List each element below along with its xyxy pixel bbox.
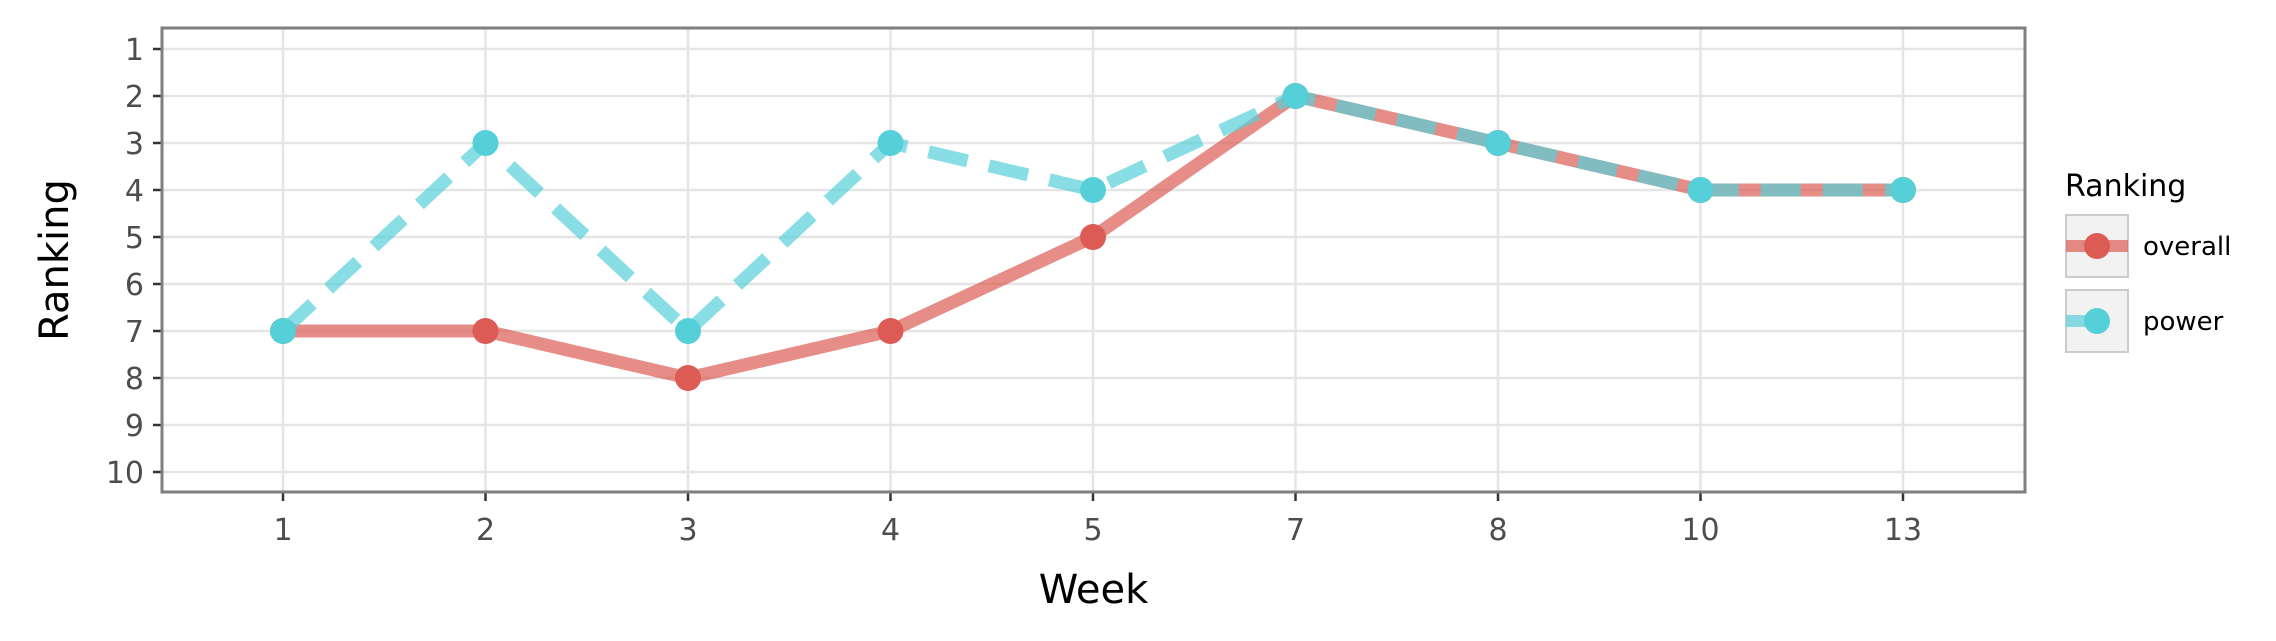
legend-item-power: power [2065,289,2224,353]
data-point-power [1485,130,1511,156]
y-tick-label: 9 [125,409,144,444]
data-point-power [1687,177,1714,203]
x-axis-title: Week [1039,567,1149,613]
y-axis-title: Ranking [32,179,78,341]
y-tick-label: 5 [125,221,144,256]
x-tick-label: 1 [273,513,292,548]
y-tick-label: 1 [125,33,144,68]
y-tick-label: 6 [125,268,144,303]
legend-title: Ranking [2065,169,2186,204]
data-point-power [675,318,701,344]
x-tick-label: 4 [881,513,900,548]
data-point-power [1080,177,1106,203]
y-tick-label: 7 [125,315,144,350]
y-tick-label: 8 [125,362,144,397]
data-point-power [1282,83,1309,109]
y-tick-label: 10 [106,456,144,491]
x-tick-label: 2 [476,513,495,548]
y-tick-label: 2 [125,80,144,115]
series-points [270,83,1916,391]
x-tick-label: 5 [1083,513,1102,548]
plot-panel-border [160,26,2027,494]
legend-item-overall: overall [2065,214,2231,278]
y-tick-label: 3 [125,127,144,162]
data-point-overall [1080,224,1106,250]
y-tick-labels: 1 2 3 4 5 6 7 8 9 10 [106,33,144,491]
x-tick-label: 13 [1884,513,1922,548]
y-tick-label: 4 [125,174,144,209]
legend-label: power [2143,307,2224,337]
legend: Ranking overall power [2065,169,2231,353]
x-tick-label: 10 [1681,513,1719,548]
x-tick-labels: 1 2 3 4 5 7 8 10 13 [273,513,1922,548]
data-point-power [1890,177,1916,203]
data-point-overall [675,365,701,391]
legend-label: overall [2143,232,2231,262]
data-point-power [877,130,904,156]
data-point-overall [877,318,904,344]
x-tick-label: 8 [1488,513,1507,548]
x-tick-label: 3 [678,513,697,548]
data-point-overall [472,318,499,344]
data-point-power [270,318,296,344]
legend-key-marker [2084,308,2110,334]
x-tick-label: 7 [1286,513,1305,548]
data-point-power [472,130,499,156]
legend-key-marker [2084,233,2110,259]
